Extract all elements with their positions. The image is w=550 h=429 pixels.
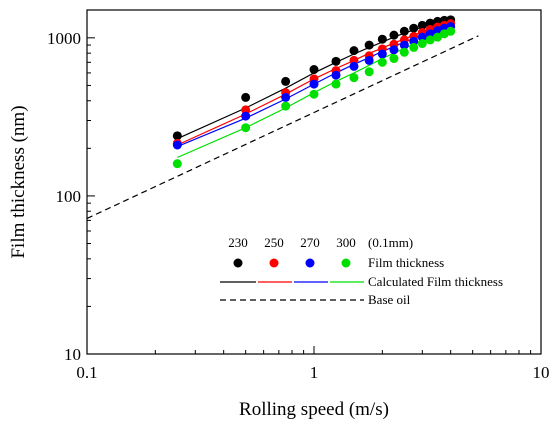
- measured-point-0: [172, 131, 182, 141]
- y-axis-title: Film thickness (nm): [8, 105, 29, 258]
- axis-ticks: 0.1 1 10 10 100 1000: [47, 29, 550, 382]
- measured-point-3: [399, 47, 409, 57]
- legend-base-oil-label: Base oil: [368, 292, 411, 307]
- measured-point-0: [399, 26, 409, 36]
- measured-point-3: [349, 73, 359, 83]
- measured-point-2: [331, 70, 341, 80]
- measured-point-1: [241, 105, 251, 115]
- legend-header-270: 270: [300, 235, 320, 250]
- x-tick-label: 1: [310, 363, 319, 382]
- measured-point-0: [331, 56, 341, 66]
- measured-point-0: [349, 46, 359, 56]
- legend-marker-230: [233, 258, 243, 268]
- x-tick-label: 0.1: [76, 363, 97, 382]
- measured-point-2: [309, 79, 319, 89]
- legend-header-250: 250: [264, 235, 284, 250]
- measured-point-3: [433, 32, 443, 42]
- measured-point-0: [409, 23, 419, 33]
- measured-point-2: [433, 26, 443, 36]
- measured-point-0: [364, 40, 374, 50]
- measured-point-3: [331, 79, 341, 89]
- legend-marker-300: [341, 258, 351, 268]
- legend-header-230: 230: [228, 235, 248, 250]
- measured-point-2: [349, 61, 359, 71]
- measured-point-0: [417, 20, 427, 30]
- measured-point-0: [309, 65, 319, 75]
- series-layer: [172, 15, 456, 169]
- measured-point-0: [389, 30, 399, 40]
- measured-point-3: [281, 101, 291, 111]
- measured-point-3: [377, 57, 387, 67]
- measured-point-3: [425, 35, 435, 45]
- measured-point-2: [241, 111, 251, 121]
- measured-point-3: [364, 67, 374, 77]
- measured-point-3: [389, 54, 399, 64]
- measured-point-0: [241, 92, 251, 102]
- plot-frame: [86, 9, 542, 355]
- legend-markers-label: Film thickness: [368, 255, 444, 270]
- measured-point-3: [446, 26, 456, 36]
- legend-unit-label: (0.1mm): [368, 235, 413, 250]
- measured-point-2: [281, 92, 291, 102]
- legend: 230 250 270 300 (0.1mm) Film thickness C…: [220, 235, 503, 307]
- measured-point-2: [364, 55, 374, 65]
- measured-point-3: [309, 89, 319, 99]
- x-tick-label: 10: [533, 363, 550, 382]
- x-axis-title: Rolling speed (m/s): [239, 399, 389, 420]
- legend-header-300: 300: [336, 235, 356, 250]
- measured-point-2: [417, 32, 427, 42]
- measured-point-3: [417, 39, 427, 49]
- measured-point-3: [172, 159, 182, 169]
- y-tick-label: 100: [56, 187, 82, 206]
- legend-marker-250: [269, 258, 279, 268]
- legend-marker-270: [305, 258, 315, 268]
- legend-lines-label: Calculated Film thickness: [368, 274, 503, 289]
- base-oil-layer: [86, 35, 479, 220]
- measured-point-0: [281, 76, 291, 86]
- measured-point-3: [241, 123, 251, 133]
- measured-point-0: [377, 34, 387, 44]
- measured-point-3: [409, 42, 419, 52]
- measured-point-2: [399, 40, 409, 50]
- measured-point-0: [425, 18, 435, 28]
- measured-point-2: [389, 45, 399, 55]
- measured-point-2: [377, 49, 387, 59]
- base-oil-line: [86, 35, 479, 220]
- measured-point-2: [172, 140, 182, 150]
- y-tick-label: 1000: [47, 29, 81, 48]
- y-tick-label: 10: [64, 345, 81, 364]
